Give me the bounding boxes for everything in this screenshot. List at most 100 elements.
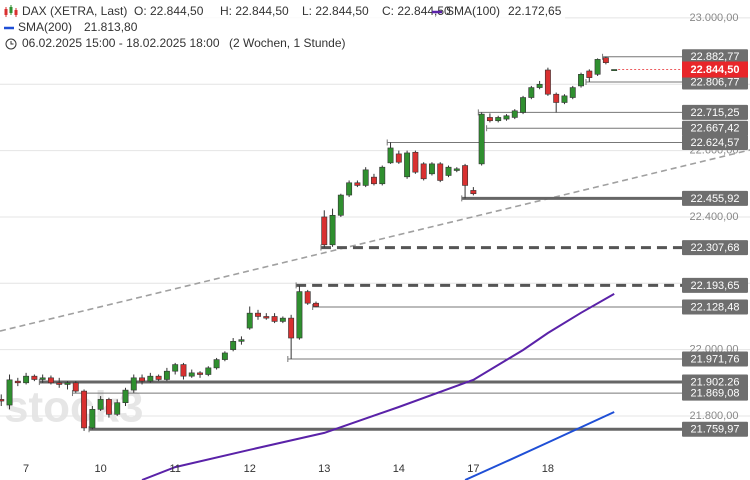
candle-body bbox=[64, 382, 71, 385]
candle-body bbox=[520, 97, 527, 113]
candle-body bbox=[379, 166, 386, 185]
x-tick-label: 14 bbox=[393, 463, 405, 475]
candle-body bbox=[180, 364, 187, 377]
candle-body bbox=[544, 69, 551, 95]
y-tick-label: 21.800,00 bbox=[690, 410, 739, 422]
legend-series-name: SMA(200) bbox=[18, 20, 72, 34]
level-label: 21.902,26 bbox=[691, 376, 740, 388]
sma-line bbox=[141, 293, 615, 480]
candle-body bbox=[462, 165, 469, 186]
legend-ohlc-value: H: 22.844,50 bbox=[220, 4, 289, 18]
legend-series-value: 21.813,80 bbox=[84, 20, 138, 34]
candle-body bbox=[0, 399, 5, 402]
level-label-box bbox=[682, 385, 748, 401]
candle-body bbox=[263, 316, 270, 319]
candle-body bbox=[561, 95, 568, 103]
candle-body bbox=[139, 377, 145, 382]
candle-body bbox=[503, 115, 510, 120]
candle-body bbox=[205, 367, 212, 375]
candle-body bbox=[172, 364, 179, 372]
candle-body bbox=[602, 57, 609, 63]
candle-body bbox=[404, 152, 411, 178]
candle-body bbox=[105, 399, 112, 415]
candle-body bbox=[395, 153, 402, 163]
candle-body bbox=[387, 147, 394, 164]
candle-body bbox=[81, 390, 88, 429]
candle-body bbox=[155, 375, 162, 380]
legend-ohlc: O: 22.844,50 H: 22.844,50 L: 22.844,50 C: 2… bbox=[134, 4, 451, 18]
legend-series-value: 22.172,65 bbox=[508, 4, 562, 18]
candle-body bbox=[271, 316, 278, 322]
level-label: 22.882,77 bbox=[691, 51, 740, 63]
candle-body bbox=[163, 370, 170, 380]
sma-line bbox=[464, 411, 615, 480]
candle-body bbox=[304, 291, 311, 304]
level-label: 22.193,65 bbox=[691, 280, 740, 292]
candle-body bbox=[594, 59, 601, 75]
candle-body bbox=[511, 110, 518, 118]
candle-body bbox=[321, 216, 328, 246]
candle-body bbox=[89, 409, 96, 429]
legend-series-name: SMA(100) bbox=[446, 4, 500, 18]
candle-body bbox=[23, 375, 30, 384]
level-label-box bbox=[682, 351, 748, 367]
candle-body bbox=[329, 214, 336, 246]
level-label-box bbox=[682, 277, 748, 293]
candle-body bbox=[246, 312, 253, 329]
candle-body bbox=[528, 87, 535, 98]
legend-series: SMA(100) 22.172,65 SMA(200) 21.813,80 bbox=[4, 4, 562, 34]
trendline bbox=[0, 149, 750, 332]
candle-body bbox=[428, 163, 435, 175]
level-label: 22.455,92 bbox=[691, 193, 740, 205]
x-tick-label: 7 bbox=[23, 463, 29, 475]
candle-body bbox=[255, 312, 261, 317]
level-label-box bbox=[682, 120, 748, 136]
level-label-box bbox=[682, 134, 748, 150]
candle-body bbox=[39, 377, 46, 380]
candle-body bbox=[47, 377, 54, 384]
candle-body bbox=[586, 70, 593, 78]
level-label-box bbox=[682, 421, 748, 437]
candle-body bbox=[97, 399, 104, 410]
level-label: 22.667,42 bbox=[691, 123, 740, 135]
level-label-box bbox=[682, 104, 748, 120]
level-label-box bbox=[682, 49, 748, 65]
level-label: 21.759,97 bbox=[691, 424, 740, 436]
y-tick-label: 22.400,00 bbox=[690, 211, 739, 223]
candle-body bbox=[296, 291, 303, 339]
candle-body bbox=[453, 168, 460, 171]
candle-body bbox=[279, 317, 286, 322]
candle-body bbox=[495, 117, 502, 122]
candle-body bbox=[188, 372, 195, 377]
candle-body bbox=[362, 169, 369, 186]
current-price-label: 22.844,50 bbox=[691, 64, 740, 76]
candle-body bbox=[354, 182, 361, 186]
candle-body bbox=[337, 194, 344, 216]
candle-body bbox=[412, 151, 419, 173]
candle-body bbox=[213, 359, 220, 369]
candle-body bbox=[14, 380, 21, 384]
plot-layer bbox=[0, 53, 750, 480]
candle-body bbox=[578, 74, 584, 87]
candle-body bbox=[478, 113, 485, 165]
candle-icon bbox=[4, 5, 18, 17]
candle-body bbox=[553, 93, 560, 103]
candle-body bbox=[288, 317, 295, 339]
candle-body bbox=[437, 163, 444, 181]
x-tick-label: 12 bbox=[244, 463, 256, 475]
candle-body bbox=[6, 379, 13, 406]
candle-body bbox=[230, 341, 237, 350]
candle-body bbox=[72, 382, 79, 392]
legend: DAX (XETRA, Last) O: 22.844,50 H: 22.844,… bbox=[0, 0, 565, 52]
candle-body bbox=[114, 402, 121, 415]
level-label: 22.624,57 bbox=[691, 137, 740, 149]
level-label: 22.715,25 bbox=[691, 107, 740, 119]
legend-title: DAX (XETRA, Last) bbox=[22, 4, 127, 18]
candle-body bbox=[445, 166, 452, 176]
candle-body bbox=[486, 117, 493, 122]
candle-body bbox=[346, 182, 353, 196]
candle-body bbox=[221, 352, 228, 360]
candle-body bbox=[313, 302, 319, 307]
legend-background bbox=[0, 0, 565, 52]
